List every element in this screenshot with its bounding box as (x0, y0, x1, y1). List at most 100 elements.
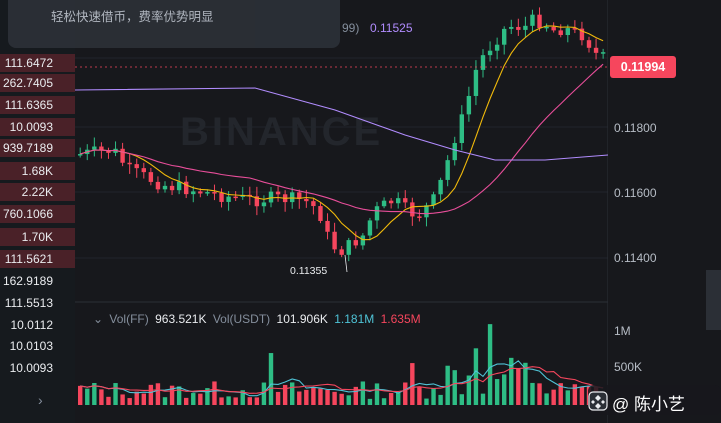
candle-body (233, 196, 238, 199)
volume-bar (99, 389, 104, 405)
volume-collapse-icon[interactable]: ⌄ (93, 312, 104, 326)
order-book-row[interactable]: 111.6365 (0, 96, 75, 114)
volume-legend: ⌄ Vol(FF) 963.521K Vol(USDT) 101.906K 1.… (93, 312, 424, 326)
ma7-line (80, 25, 604, 241)
expand-chevron-icon[interactable]: › (38, 392, 43, 408)
volume-bar (374, 383, 380, 405)
candle-body (593, 47, 599, 53)
candle-body (127, 162, 132, 165)
volume-bar (537, 383, 542, 405)
candle-body (339, 249, 344, 255)
order-book-value: 262.7405 (2, 76, 53, 90)
candle-body (388, 200, 394, 204)
ma99-value-label: 0.11525 (370, 21, 413, 35)
candle-body (367, 220, 373, 236)
candle-body (374, 206, 380, 221)
order-book-value: 111.6365 (4, 98, 53, 112)
volume-value: 963.521K (155, 312, 207, 326)
volume-bar (155, 383, 161, 405)
candle-body (565, 28, 570, 36)
volume-bar (367, 398, 373, 405)
candle-body (494, 44, 500, 51)
candle-body (219, 192, 224, 202)
author-handle: @ 陈小艺 (612, 395, 685, 414)
candle-body (480, 55, 486, 70)
candle-body (579, 28, 585, 41)
candle-body (254, 196, 260, 207)
candle-body (600, 52, 606, 54)
order-book-value: 111.5621 (4, 252, 53, 266)
order-book-row[interactable]: 111.5621 (0, 250, 75, 268)
volume-bar (198, 393, 203, 405)
candle-body (275, 191, 281, 195)
volume-bar (558, 383, 563, 405)
order-book-value: 1.70K (21, 230, 53, 244)
order-book-row[interactable]: 1.68K (0, 162, 75, 180)
volume-bar (113, 383, 118, 405)
volume-usdt-label: Vol(USDT) (212, 312, 271, 326)
volume-bar (424, 398, 429, 405)
volume-bar (332, 391, 337, 405)
candle-body (78, 154, 83, 156)
order-book-row[interactable]: 1.70K (0, 228, 75, 246)
order-book-row[interactable]: 10.0093 (0, 118, 75, 136)
order-book-row[interactable]: 111.6472 (0, 54, 75, 72)
volume-bar (466, 375, 472, 405)
order-book-row[interactable]: 760.1066 (0, 205, 75, 223)
volume-bar (346, 395, 351, 405)
candlestick-chart[interactable] (75, 0, 608, 423)
volume-bar (148, 384, 154, 405)
volume-bar (473, 348, 479, 405)
candle-body (304, 198, 309, 202)
volume-bar (502, 374, 507, 405)
promo-toast[interactable]: 轻松快速借币，费率优势明显 (8, 0, 340, 48)
candle-body (537, 14, 542, 29)
candle-body (99, 146, 104, 151)
volume-bar (438, 394, 443, 405)
low-price-marker: 0.11355 (290, 265, 328, 277)
volume-bar (551, 389, 556, 405)
order-book-row[interactable]: 111.5513 (0, 294, 75, 312)
order-book-row[interactable]: 2.22K (0, 183, 75, 201)
order-book-value: 939.7189 (2, 141, 53, 155)
order-book-row[interactable]: 10.0112 (0, 316, 75, 334)
price-tick-label: 0.11400 (614, 251, 657, 265)
order-book-row[interactable]: 162.9189 (0, 272, 75, 290)
candle-body (523, 25, 528, 30)
order-book-value: 111.5513 (4, 296, 53, 310)
candle-body (403, 198, 408, 203)
volume-bar (184, 397, 189, 405)
volume-bar (240, 390, 245, 405)
volume-bar (360, 381, 366, 405)
order-book-row[interactable]: 10.0103 (0, 337, 75, 355)
candle-body (502, 28, 507, 45)
order-book-row[interactable]: 10.0093 (0, 359, 75, 377)
candle-body (431, 194, 436, 206)
price-tick-label: 0.11600 (614, 186, 657, 200)
candle-body (586, 40, 592, 48)
order-book-row[interactable]: 939.7189 (0, 139, 75, 157)
volume-usdt-value: 101.906K (276, 312, 328, 326)
price-tick-label: 0.11800 (614, 121, 657, 135)
candle-body (438, 179, 443, 195)
volume-bar (318, 388, 323, 405)
volume-bar (268, 353, 274, 405)
candle-body (424, 205, 429, 218)
order-book-panel: 111.6472 262.7405 111.6365 10.0093 939.7189 1… (0, 0, 75, 423)
volume-bar (417, 387, 422, 405)
candle-body (226, 196, 231, 202)
candle-body (141, 168, 146, 173)
candle-body (509, 26, 514, 29)
volume-bar (544, 393, 549, 405)
volume-ma2-value: 1.635M (380, 312, 421, 326)
candle-body (311, 201, 316, 207)
candle-body (410, 202, 415, 217)
candle-body (297, 192, 302, 199)
volume-bar (523, 362, 528, 405)
order-book-row[interactable]: 262.7405 (0, 74, 75, 92)
volume-bar (219, 397, 224, 405)
candle-body (332, 231, 337, 250)
volume-bar (579, 386, 585, 405)
side-panel-edge[interactable] (706, 270, 721, 330)
volume-title: Vol(FF) (109, 312, 149, 326)
